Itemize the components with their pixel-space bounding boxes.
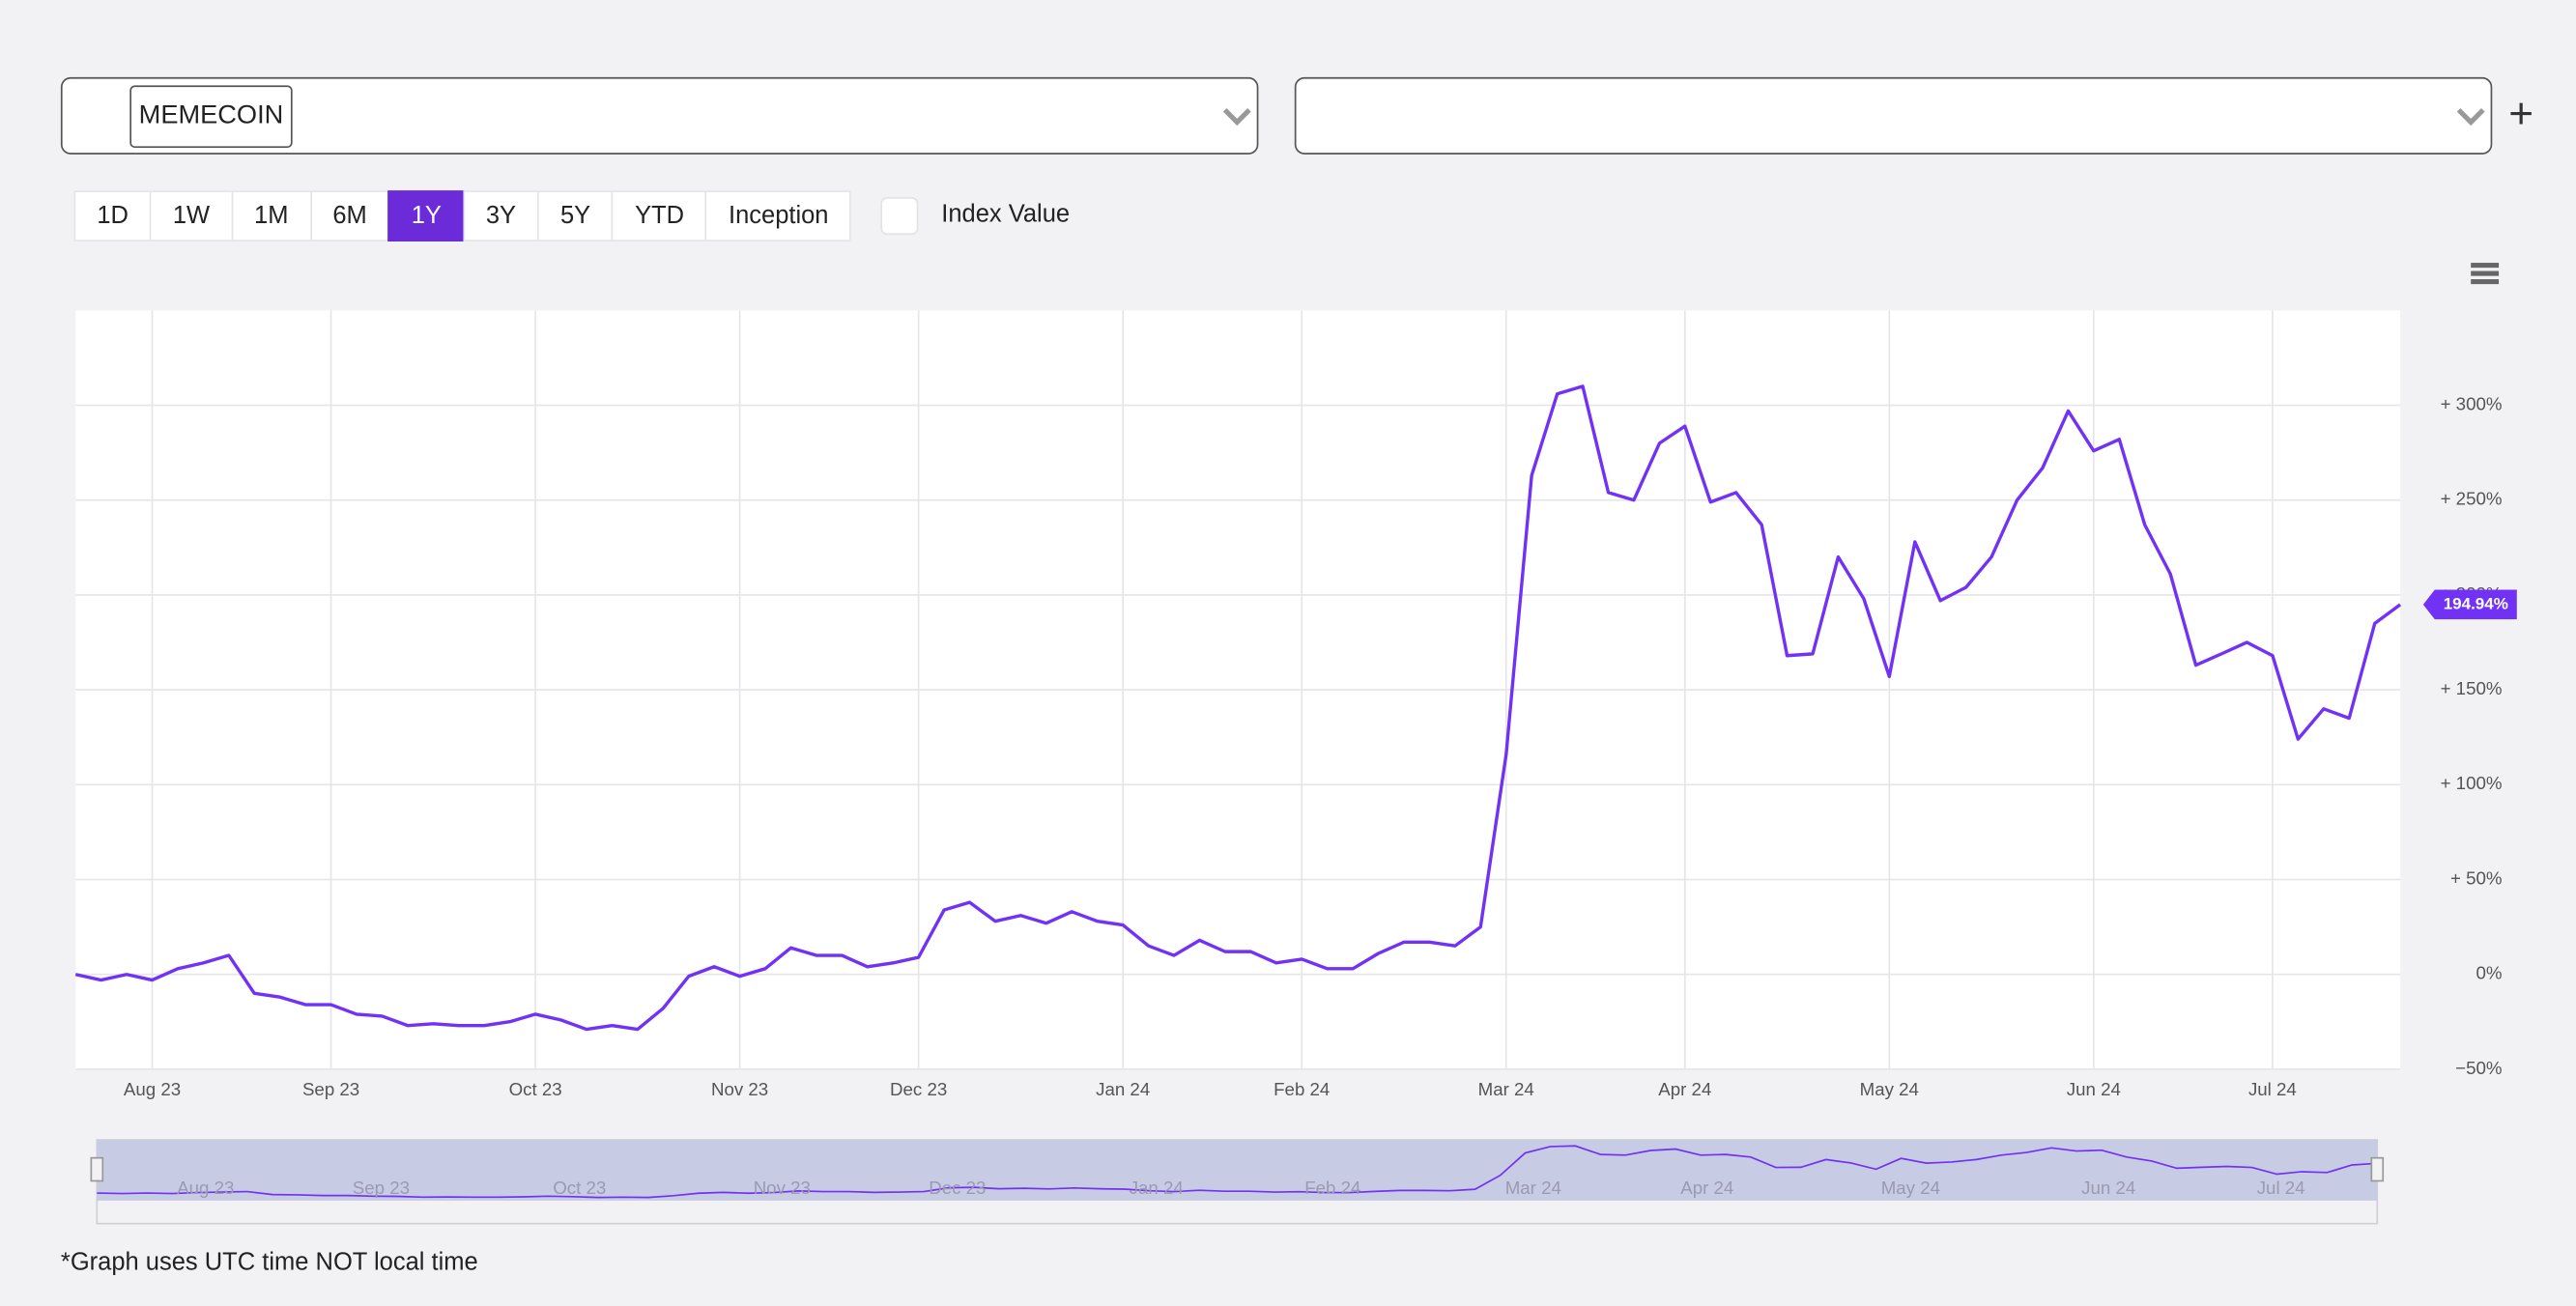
y-tick-label: + 250% bbox=[2441, 489, 2503, 509]
x-tick-label: Jan 24 bbox=[1096, 1079, 1150, 1099]
x-tick-label: May 24 bbox=[1860, 1079, 1919, 1099]
y-tick-label: 0% bbox=[2476, 963, 2502, 983]
range-button[interactable]: 1W bbox=[150, 190, 233, 241]
range-button[interactable]: 5Y bbox=[537, 190, 614, 241]
x-tick-label: Apr 24 bbox=[1658, 1079, 1711, 1099]
x-tick-label: Dec 23 bbox=[890, 1079, 947, 1099]
asset-tag[interactable]: MEMECOIN bbox=[129, 85, 293, 149]
y-tick-label: −50% bbox=[2455, 1058, 2502, 1078]
range-buttons: 1D 1W 1M 6M 1Y 3Y 5Y YTD Inception bbox=[73, 190, 852, 241]
x-tick-label: Aug 23 bbox=[124, 1079, 181, 1099]
x-tick-label: Mar 24 bbox=[1478, 1079, 1534, 1099]
navigator-label: Aug 23 bbox=[177, 1178, 234, 1198]
footnote: *Graph uses UTC time NOT local time bbox=[60, 1248, 478, 1277]
y-tick-label: + 50% bbox=[2450, 867, 2503, 888]
checkbox-label: Index Value bbox=[941, 200, 1071, 229]
x-tick-label: Jul 24 bbox=[2248, 1079, 2297, 1099]
range-button[interactable]: 1M bbox=[231, 190, 312, 241]
y-tick-label: + 150% bbox=[2441, 678, 2503, 698]
navigator-label: Jun 24 bbox=[2081, 1178, 2135, 1198]
value-label-box bbox=[2422, 589, 2517, 620]
y-tick-label: + 300% bbox=[2441, 393, 2503, 413]
navigator-label: Mar 24 bbox=[1505, 1178, 1561, 1198]
checkbox[interactable] bbox=[880, 197, 919, 236]
navigator-label: Sep 23 bbox=[353, 1178, 410, 1198]
navigator-label: Jan 24 bbox=[1130, 1178, 1184, 1198]
navigator-label: Oct 23 bbox=[553, 1178, 606, 1198]
navigator-label: Jul 24 bbox=[2257, 1178, 2305, 1198]
value-label: 194.94% bbox=[2444, 594, 2508, 612]
navigator-label: Dec 23 bbox=[929, 1178, 986, 1198]
x-tick-label: Sep 23 bbox=[302, 1079, 359, 1099]
chart: −50%0%+ 50%+ 100%+ 150%+ 200%+ 250%+ 300… bbox=[74, 310, 2517, 1225]
navigator-line bbox=[97, 1145, 2378, 1199]
navigator-handle[interactable] bbox=[90, 1156, 104, 1182]
asset-select[interactable]: MEMECOIN bbox=[60, 76, 1259, 155]
range-button[interactable]: Inception bbox=[705, 190, 852, 241]
x-tick-label: Oct 23 bbox=[509, 1079, 562, 1099]
y-tick-label: + 100% bbox=[2441, 773, 2503, 793]
navigator-label: Apr 24 bbox=[1680, 1178, 1733, 1198]
navigator-label: Nov 23 bbox=[754, 1178, 811, 1198]
range-button[interactable]: 1Y bbox=[387, 190, 465, 241]
range-button[interactable]: YTD bbox=[612, 190, 707, 241]
x-tick-label: Feb 24 bbox=[1274, 1079, 1330, 1099]
menu-button[interactable] bbox=[2471, 263, 2500, 285]
line bbox=[74, 384, 2402, 1032]
navigator-label: May 24 bbox=[1881, 1178, 1940, 1198]
range-button[interactable]: 1D bbox=[73, 190, 152, 241]
compare-select[interactable] bbox=[1294, 76, 2493, 155]
navigator-handle[interactable] bbox=[2370, 1156, 2385, 1182]
x-tick-label: Nov 23 bbox=[711, 1079, 768, 1099]
range-button[interactable]: 6M bbox=[309, 190, 390, 241]
navigator-label: Feb 24 bbox=[1304, 1178, 1360, 1198]
add-button[interactable]: + bbox=[2508, 88, 2534, 138]
x-tick-label: Jun 24 bbox=[2067, 1079, 2121, 1099]
